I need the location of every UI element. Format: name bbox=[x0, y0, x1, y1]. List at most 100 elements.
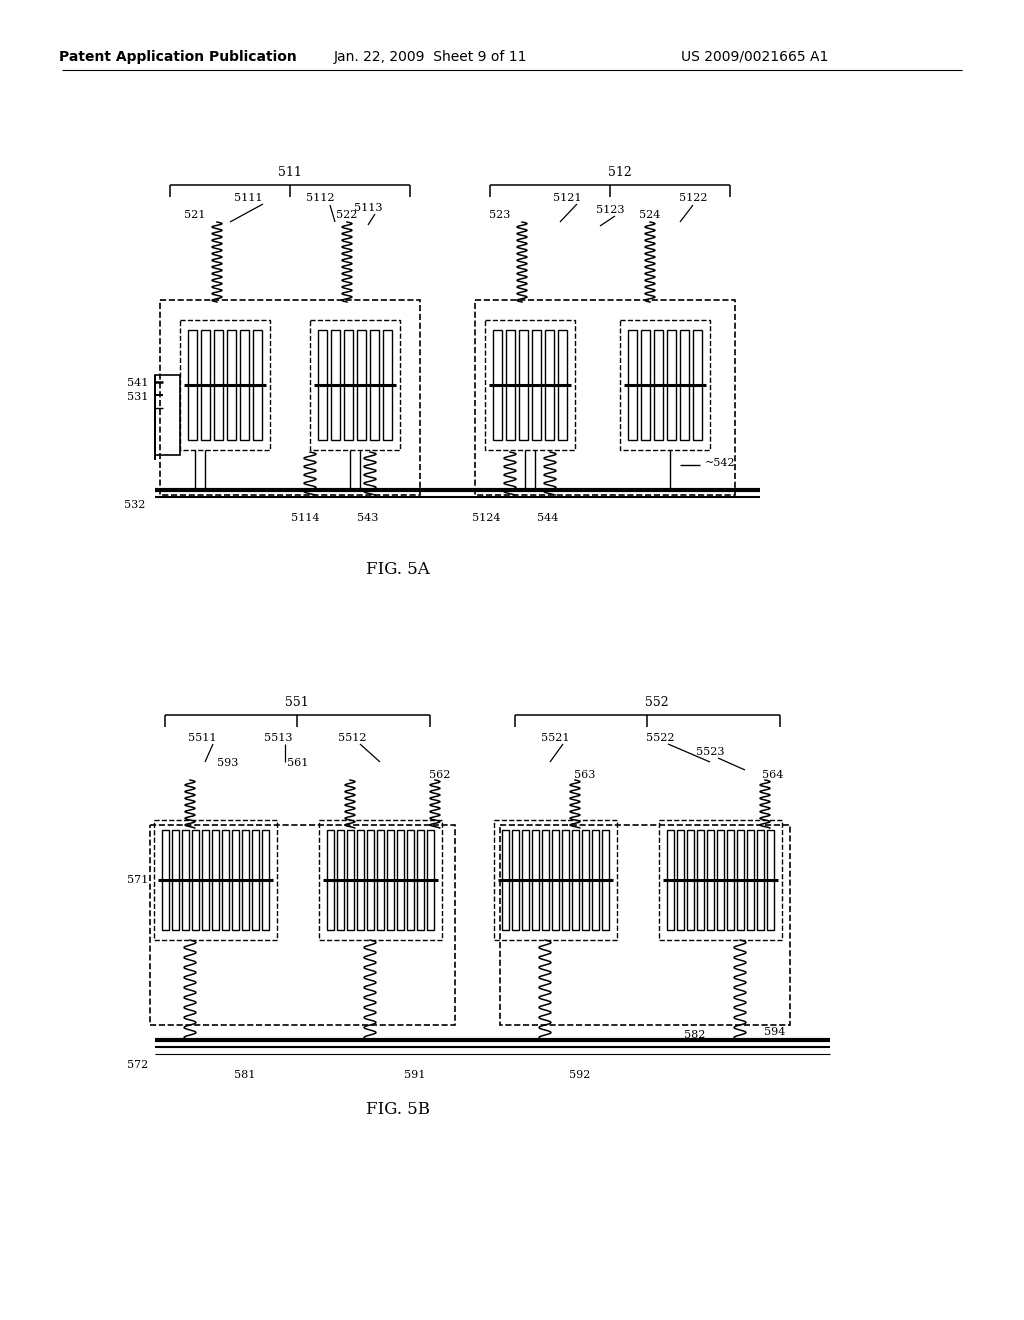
Text: 592: 592 bbox=[569, 1071, 591, 1080]
Bar bbox=[658, 820, 781, 940]
Text: FIG. 5B: FIG. 5B bbox=[366, 1101, 430, 1118]
Bar bbox=[500, 825, 790, 1026]
Text: 552: 552 bbox=[645, 697, 669, 710]
Bar bbox=[155, 375, 180, 455]
Text: Jan. 22, 2009  Sheet 9 of 11: Jan. 22, 2009 Sheet 9 of 11 bbox=[333, 50, 526, 63]
Bar bbox=[582, 880, 589, 931]
Text: 593: 593 bbox=[217, 758, 239, 768]
Bar bbox=[318, 330, 327, 385]
Bar bbox=[532, 330, 541, 385]
Text: 571: 571 bbox=[127, 875, 148, 884]
Bar bbox=[407, 830, 414, 880]
Bar bbox=[231, 830, 239, 880]
Text: 5522: 5522 bbox=[646, 733, 674, 743]
Bar bbox=[346, 880, 353, 931]
Bar bbox=[310, 319, 400, 450]
Bar bbox=[558, 385, 567, 440]
Bar bbox=[757, 830, 764, 880]
Bar bbox=[654, 330, 663, 385]
Bar bbox=[214, 330, 223, 385]
Bar bbox=[417, 880, 424, 931]
Bar bbox=[667, 330, 676, 385]
Bar bbox=[506, 385, 515, 440]
Bar bbox=[601, 880, 608, 931]
Text: 5512: 5512 bbox=[338, 733, 367, 743]
Bar bbox=[386, 880, 393, 931]
Bar bbox=[512, 880, 518, 931]
Bar bbox=[383, 385, 392, 440]
Bar bbox=[746, 830, 754, 880]
Bar bbox=[331, 385, 340, 440]
Bar bbox=[707, 880, 714, 931]
Bar bbox=[231, 880, 239, 931]
Bar bbox=[417, 830, 424, 880]
Bar bbox=[601, 830, 608, 880]
Bar bbox=[377, 880, 384, 931]
Text: 5113: 5113 bbox=[353, 203, 382, 213]
Text: 522: 522 bbox=[336, 210, 357, 220]
Bar bbox=[253, 385, 262, 440]
Bar bbox=[191, 880, 199, 931]
Bar bbox=[475, 300, 735, 495]
Bar bbox=[252, 830, 258, 880]
Bar bbox=[531, 830, 539, 880]
Bar bbox=[227, 385, 236, 440]
Text: 572: 572 bbox=[127, 1060, 148, 1071]
Bar bbox=[261, 830, 268, 880]
Bar bbox=[686, 830, 693, 880]
Bar bbox=[667, 830, 674, 880]
Text: 544: 544 bbox=[538, 513, 559, 523]
Bar bbox=[427, 880, 433, 931]
Bar bbox=[628, 385, 637, 440]
Bar bbox=[240, 385, 249, 440]
Bar bbox=[337, 880, 343, 931]
Text: 5111: 5111 bbox=[233, 193, 262, 203]
Bar bbox=[726, 880, 733, 931]
Bar bbox=[693, 330, 702, 385]
Bar bbox=[561, 830, 568, 880]
Text: 5124: 5124 bbox=[472, 513, 501, 523]
Bar bbox=[767, 880, 773, 931]
Text: 5112: 5112 bbox=[306, 193, 334, 203]
Bar bbox=[571, 830, 579, 880]
Bar bbox=[253, 330, 262, 385]
Bar bbox=[592, 830, 598, 880]
Bar bbox=[344, 330, 353, 385]
Bar bbox=[261, 880, 268, 931]
Bar bbox=[545, 330, 554, 385]
Text: 594: 594 bbox=[764, 1027, 785, 1038]
Bar bbox=[252, 880, 258, 931]
Bar bbox=[337, 830, 343, 880]
Text: 561: 561 bbox=[288, 758, 308, 768]
Text: 582: 582 bbox=[684, 1030, 706, 1040]
Bar bbox=[201, 330, 210, 385]
Bar bbox=[757, 880, 764, 931]
Bar bbox=[493, 330, 502, 385]
Text: 523: 523 bbox=[489, 210, 511, 220]
Bar bbox=[667, 385, 676, 440]
Bar bbox=[357, 385, 366, 440]
Bar bbox=[346, 830, 353, 880]
Bar bbox=[221, 830, 228, 880]
Bar bbox=[318, 385, 327, 440]
Text: 5114: 5114 bbox=[291, 513, 319, 523]
Bar bbox=[696, 830, 703, 880]
Text: 5121: 5121 bbox=[553, 193, 582, 203]
Text: FIG. 5A: FIG. 5A bbox=[367, 561, 430, 578]
Bar bbox=[493, 385, 502, 440]
Bar bbox=[150, 825, 455, 1026]
Bar bbox=[212, 830, 218, 880]
Bar bbox=[162, 830, 169, 880]
Bar bbox=[680, 385, 689, 440]
Bar bbox=[154, 820, 276, 940]
Bar bbox=[396, 880, 403, 931]
Bar bbox=[542, 880, 549, 931]
Bar bbox=[240, 330, 249, 385]
Bar bbox=[396, 830, 403, 880]
Bar bbox=[582, 830, 589, 880]
Text: 5513: 5513 bbox=[264, 733, 292, 743]
Text: 512: 512 bbox=[608, 166, 632, 180]
Bar bbox=[356, 880, 364, 931]
Text: 581: 581 bbox=[234, 1071, 256, 1080]
Bar bbox=[181, 880, 188, 931]
